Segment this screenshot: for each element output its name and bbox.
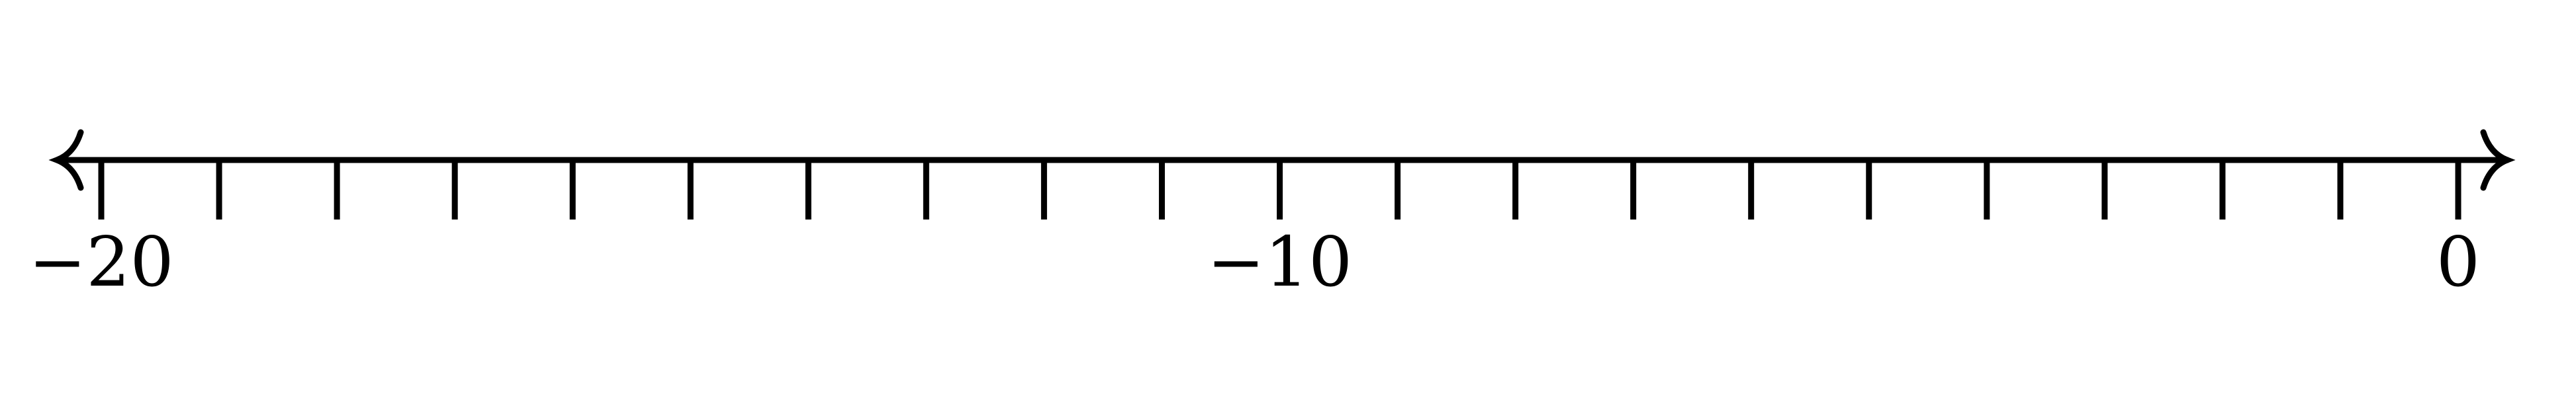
tick-marks [98,160,2461,220]
tick-label: 0 [2436,221,2480,302]
tick-label: −10 [1207,221,1352,302]
left-arrowhead [48,129,84,191]
tick-label: −20 [28,221,173,302]
right-arrowhead [2480,129,2516,191]
tick-labels: −20 −10 0 [28,221,2480,302]
